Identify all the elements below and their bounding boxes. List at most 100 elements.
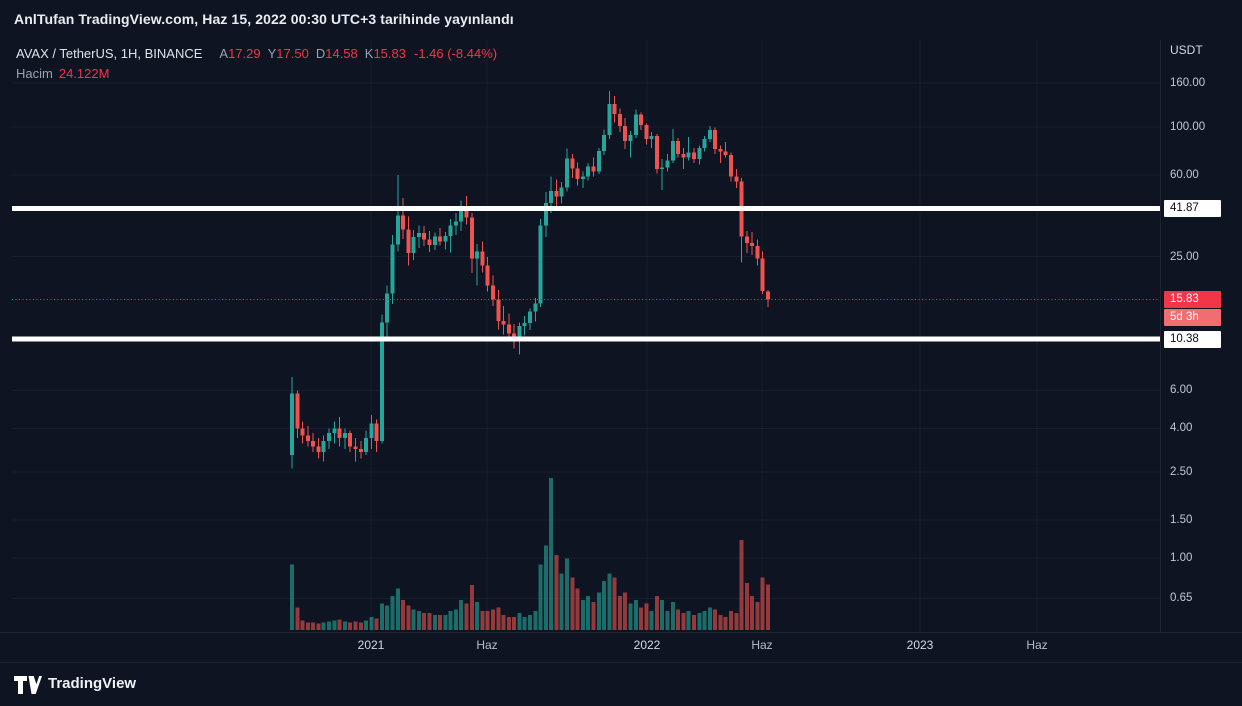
candle-body xyxy=(628,134,633,142)
candle-body xyxy=(512,333,517,339)
candle-body xyxy=(337,428,342,439)
volume-bar xyxy=(427,613,432,630)
candle-body xyxy=(538,225,543,304)
volume-bar xyxy=(300,620,305,630)
candle-body xyxy=(485,265,490,286)
candle-body xyxy=(744,236,749,243)
candle-body xyxy=(401,215,406,230)
candle-body xyxy=(702,138,707,148)
volume-bar xyxy=(364,620,369,630)
candle-body xyxy=(369,423,374,439)
candle-body xyxy=(543,202,548,226)
volume-bar xyxy=(395,588,400,630)
price-tick-label: 100.00 xyxy=(1170,121,1206,133)
candle-body xyxy=(681,153,686,158)
price-tick-label: 1.50 xyxy=(1170,514,1193,527)
legend-row-symbol: AVAX / TetherUS, 1H, BINANCE A17.29 Y17.50… xyxy=(16,44,497,64)
level-price-badge: 41.87 xyxy=(1164,199,1221,217)
volume-bar xyxy=(517,613,522,630)
candle-body xyxy=(533,303,538,312)
volume-bar xyxy=(469,584,474,630)
time-tick-label: Haz xyxy=(1026,638,1048,652)
candle-body xyxy=(623,126,628,142)
volume-bar xyxy=(691,614,696,630)
volume-bar xyxy=(549,478,554,630)
volume-bar xyxy=(353,621,358,630)
volume-label: Hacim xyxy=(16,66,53,81)
time-axis[interactable]: 2021 Haz 2022 Haz 2023 Haz xyxy=(0,632,1160,662)
candle-body xyxy=(448,225,453,237)
volume-bar xyxy=(612,577,617,630)
volume-bar xyxy=(586,596,591,630)
candle-body xyxy=(327,433,332,441)
volume-value: 24.122M xyxy=(58,66,110,81)
candle-body xyxy=(639,114,644,126)
candle-body xyxy=(723,151,728,156)
volume-bar xyxy=(739,539,744,630)
candle-body xyxy=(506,324,511,334)
candle-body xyxy=(379,322,384,441)
candle-body xyxy=(416,233,421,237)
volume-bar xyxy=(538,564,543,630)
candle-body xyxy=(295,393,300,429)
volume-bar xyxy=(337,619,342,630)
price-axis[interactable]: USDT 15.83 5d 3h 160.00 100.00 60.00 25.00 6… xyxy=(1160,40,1242,632)
candle-body xyxy=(517,326,522,339)
candle-body xyxy=(480,251,485,266)
tradingview-brand-link[interactable]: TradingView xyxy=(48,675,137,692)
volume-bar xyxy=(623,592,628,630)
support-resistance-line[interactable] xyxy=(12,205,1160,211)
volume-bar xyxy=(649,611,654,630)
candle-body xyxy=(290,393,294,456)
volume-bar xyxy=(374,618,379,630)
volume-bar xyxy=(295,607,300,630)
candle-body xyxy=(718,149,723,152)
symbol-legend: AVAX / TetherUS, 1H, BINANCE A17.29 Y17.50… xyxy=(16,44,497,84)
volume-bar xyxy=(591,601,596,630)
candle-body xyxy=(528,311,533,324)
volume-bar xyxy=(676,609,681,630)
volume-bar xyxy=(406,605,411,630)
candle-body xyxy=(443,236,448,242)
volume-bar xyxy=(438,614,443,630)
volume-bar xyxy=(290,564,294,630)
price-tick-label: 6.00 xyxy=(1170,384,1193,397)
volume-bar xyxy=(448,611,453,630)
candle-body xyxy=(496,299,501,321)
volume-bar xyxy=(348,622,353,630)
volume-bar xyxy=(485,611,490,630)
ohlc-value: 15.83 xyxy=(373,46,406,61)
candle-body xyxy=(697,147,702,160)
volume-bar xyxy=(644,603,649,630)
volume-bar xyxy=(596,592,601,630)
volume-bar xyxy=(342,621,347,630)
volume-bar xyxy=(559,573,564,630)
volume-bar xyxy=(750,596,755,630)
candle-body xyxy=(364,438,369,453)
volume-bar xyxy=(453,609,458,630)
candle-body xyxy=(305,435,310,441)
tradingview-logo-icon[interactable] xyxy=(14,675,42,695)
candle-body xyxy=(591,166,596,172)
volume-bar xyxy=(379,603,384,630)
candle-body xyxy=(374,423,379,441)
candle-body xyxy=(565,158,570,188)
candle-body xyxy=(390,244,395,294)
candle-body xyxy=(612,103,617,114)
candle-body xyxy=(665,160,670,168)
candle-body xyxy=(427,239,432,246)
symbol-title[interactable]: AVAX / TetherUS, 1H, BINANCE xyxy=(16,46,203,61)
candle-body xyxy=(469,217,474,259)
time-tick-label: 2023 xyxy=(906,638,934,652)
support-resistance-line[interactable] xyxy=(12,336,1160,342)
candle-body xyxy=(707,129,712,139)
candle-body xyxy=(475,251,480,259)
candle-body xyxy=(586,166,591,177)
volume-bar xyxy=(480,611,485,630)
candle-body xyxy=(649,135,654,139)
candle-body xyxy=(353,446,358,450)
candle-body xyxy=(570,158,575,169)
candle-body xyxy=(660,167,665,169)
